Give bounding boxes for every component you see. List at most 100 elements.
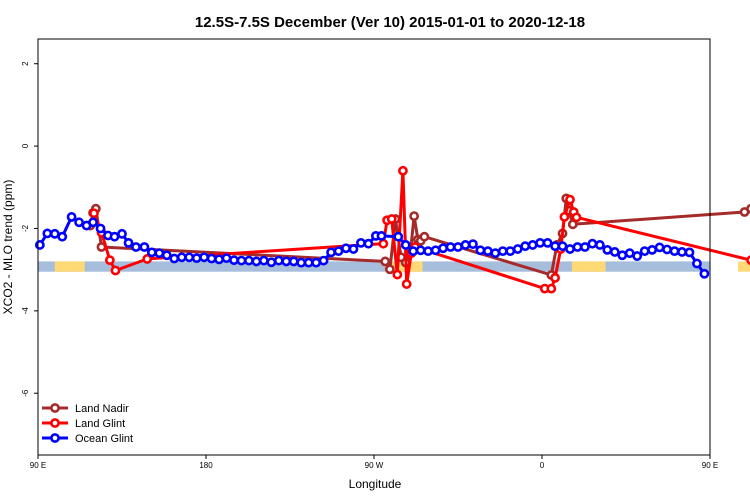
ocean-glint-point-14 (139, 242, 150, 252)
land-glint-point-21 (746, 255, 750, 265)
ocean-glint-point-84 (669, 246, 680, 257)
ocean-glint-point-37 (311, 257, 322, 268)
ocean-glint-point-50 (415, 245, 426, 256)
ocean-glint-point-22 (199, 252, 210, 263)
ocean-glint-point-76 (609, 247, 620, 257)
ocean-glint-point-56 (460, 240, 471, 250)
y-tick-label-3: -4 (21, 307, 30, 315)
ocean-glint-point-87 (692, 258, 702, 269)
ocean-glint-point-63 (512, 244, 523, 254)
ocean-glint-point-31 (266, 257, 277, 268)
land-nadir-point-13 (419, 231, 430, 242)
ocean-glint-point-82 (654, 242, 665, 253)
ocean-glint-point-33 (281, 256, 292, 267)
land-glint-point-17 (559, 212, 570, 222)
land-glint-point-8 (392, 269, 403, 280)
ocean-glint-point-29 (251, 256, 262, 267)
ocean-glint-point-41 (341, 243, 351, 254)
ocean-glint-point-86 (684, 247, 695, 258)
land-glint-point-7 (386, 214, 397, 224)
x-axis-label: Longitude (349, 477, 402, 491)
ocean-glint-point-69 (557, 241, 568, 252)
ocean-glint-point-7 (88, 217, 98, 228)
ocean-glint-point-52 (430, 245, 441, 256)
land-glint-point-18 (565, 194, 575, 205)
land-band-segment-0 (54, 261, 85, 272)
ocean-glint-point-42 (348, 244, 359, 254)
ocean-glint-point-23 (206, 253, 217, 264)
ocean-glint-point-17 (161, 250, 172, 261)
land-nadir-point-10 (409, 211, 420, 222)
x-tick-label-3: 0 (540, 461, 545, 470)
ocean-glint-point-57 (468, 239, 478, 250)
land-glint-point-10 (401, 279, 412, 289)
ocean-glint-point-47 (393, 231, 404, 242)
legend-marker-0 (50, 403, 60, 413)
ocean-glint-point-62 (505, 246, 516, 257)
ocean-glint-point-1 (42, 228, 53, 239)
ocean-glint-point-48 (400, 240, 411, 250)
ocean-glint-point-25 (221, 253, 232, 264)
x-tick-label-2: 90 W (365, 461, 384, 470)
land-glint-point-14 (546, 283, 557, 294)
ocean-glint-point-54 (445, 242, 456, 252)
y-tick-label-0: 2 (21, 61, 30, 66)
ocean-glint-point-5 (74, 217, 84, 228)
ocean-glint-point-70 (565, 244, 575, 254)
ocean-glint-point-4 (66, 212, 77, 222)
ocean-glint-point-51 (423, 246, 434, 257)
legend-label-0: Land Nadir (75, 403, 129, 415)
land-band-segment-3 (738, 261, 750, 272)
y-tick-label-4: -6 (21, 389, 30, 397)
land-glint-point-4 (142, 254, 153, 264)
ocean-glint-point-59 (482, 246, 493, 257)
legend: Land Nadir Land Glint Ocean Glint (42, 403, 133, 445)
ocean-glint-point-53 (438, 243, 448, 254)
land-glint-point-15 (550, 272, 560, 283)
ocean-glint-point-65 (527, 240, 538, 250)
ocean-glint-point-11 (117, 228, 127, 239)
ocean-glint-point-68 (550, 241, 560, 252)
ocean-glint-point-13 (131, 242, 141, 252)
ocean-glint-point-20 (184, 252, 195, 263)
ocean-glint-point-18 (169, 253, 180, 264)
ocean-glint-point-61 (497, 246, 508, 257)
ocean-glint-point-27 (236, 255, 247, 266)
ocean-glint-point-2 (49, 228, 60, 239)
ocean-glint-point-81 (647, 244, 658, 255)
legend-marker-2 (50, 433, 60, 443)
ocean-glint-point-12 (123, 237, 134, 248)
land-nadir-point-21 (746, 203, 750, 214)
x-tick-label-0: 90 E (30, 461, 46, 470)
legend-marker-1 (50, 418, 60, 428)
y-tick-label-1: 0 (21, 143, 30, 148)
ocean-glint-point-71 (572, 242, 583, 252)
land-nadir-point-4 (380, 256, 391, 267)
land-nadir-point-5 (384, 264, 395, 275)
ocean-glint-point-0 (34, 240, 45, 250)
ocean-glint-point-38 (318, 255, 329, 266)
y-axis: 2 0 -2 -4 -6 (21, 61, 38, 397)
legend-label-2: Ocean Glint (75, 433, 133, 445)
ocean-glint-point-24 (214, 254, 224, 265)
ocean-glint-point-58 (475, 245, 486, 256)
ocean-glint-point-44 (363, 238, 374, 249)
land-glint-point-0 (89, 208, 99, 219)
x-tick-label-4: 90 E (702, 461, 718, 470)
x-axis: 90 E 180 90 W 0 90 E (30, 455, 718, 470)
ocean-glint-point-30 (258, 255, 269, 266)
ocean-glint-point-85 (677, 247, 687, 257)
ocean-glint-point-10 (109, 231, 120, 242)
land-glint-point-3 (110, 265, 121, 276)
ocean-glint-point-83 (662, 244, 672, 255)
ocean-glint-point-49 (408, 246, 419, 257)
land-glint-point-20 (571, 212, 582, 223)
x-tick-label-1: 180 (199, 461, 213, 470)
ocean-glint-point-21 (191, 253, 202, 264)
ocean-glint-point-34 (288, 256, 299, 267)
land-glint-point-9 (398, 165, 408, 176)
land-nadir-point-19 (567, 219, 578, 230)
ocean-glint-point-46 (376, 230, 387, 241)
ocean-glint-point-43 (356, 237, 366, 248)
chart-title: 12.5S-7.5S December (Ver 10) 2015-01-01 … (195, 14, 585, 31)
